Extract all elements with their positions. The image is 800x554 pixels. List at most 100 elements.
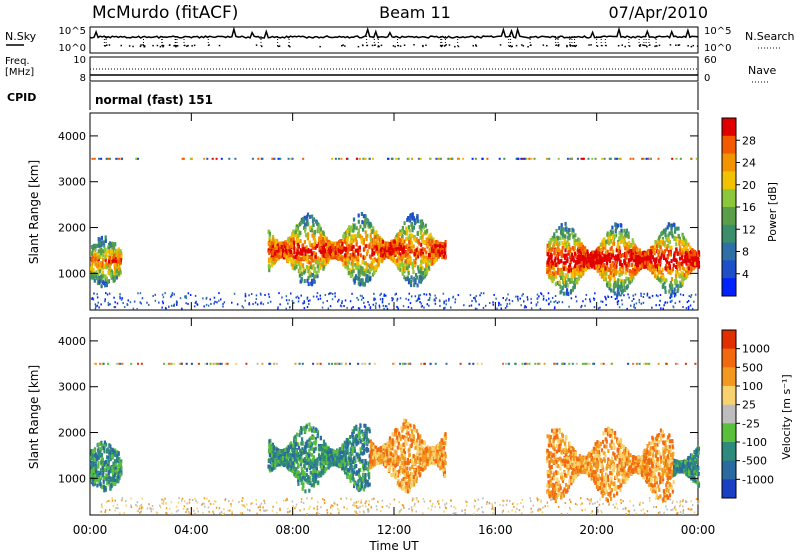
data-cell: [669, 280, 673, 285]
data-cell: [569, 255, 572, 260]
data-cell: [115, 272, 118, 277]
data-cell: [288, 245, 291, 250]
data-cell: [407, 298, 410, 301]
data-cell: [443, 307, 445, 310]
data-cell: [605, 282, 609, 287]
data-cell: [123, 306, 126, 308]
data-cell: [599, 242, 602, 247]
data-cell: [303, 222, 307, 227]
data-cell: [651, 306, 653, 309]
data-cell: [592, 253, 595, 258]
data-cell: [482, 306, 485, 309]
data-cell: [667, 233, 670, 238]
data-cell: [671, 234, 674, 239]
data-cell: [301, 252, 304, 256]
data-cell: [623, 240, 627, 245]
data-cell: [92, 275, 95, 280]
data-cell: [612, 236, 615, 241]
data-cell: [401, 228, 404, 233]
data-cell: [585, 253, 588, 258]
data-cell: [444, 306, 446, 309]
data-cell: [384, 305, 387, 308]
nsearch-point: [366, 44, 369, 47]
data-cell: [360, 212, 363, 216]
data-cell: [670, 259, 673, 263]
data-cell: [584, 252, 587, 256]
data-cell: [417, 157, 420, 160]
data-cell: [107, 259, 111, 264]
power-colorbar-label: Power [dB]: [766, 182, 779, 242]
data-cell: [338, 249, 341, 253]
data-cell: [401, 247, 404, 252]
data-cell: [90, 478, 93, 483]
data-cell: [380, 238, 383, 243]
data-cell: [364, 221, 367, 226]
data-cell: [176, 301, 178, 304]
data-cell: [100, 460, 103, 465]
data-cell: [565, 274, 568, 279]
data-cell: [619, 259, 622, 264]
data-cell: [424, 258, 427, 263]
data-cell: [297, 233, 300, 238]
data-cell: [696, 263, 699, 268]
data-cell: [90, 257, 93, 261]
data-cell: [306, 236, 309, 241]
data-cell: [423, 293, 425, 296]
data-cell: [301, 257, 304, 262]
nsearch-point: [454, 45, 456, 48]
data-cell: [444, 240, 447, 244]
data-cell: [428, 296, 431, 299]
data-cell: [606, 257, 609, 262]
data-cell: [658, 240, 661, 245]
data-cell: [668, 239, 671, 244]
data-cell: [95, 469, 98, 474]
data-cell: [291, 253, 294, 258]
data-cell: [430, 235, 433, 240]
data-cell: [90, 449, 93, 454]
data-cell: [139, 292, 142, 295]
data-cell: [100, 447, 103, 452]
data-cell: [299, 261, 302, 266]
data-cell: [620, 281, 623, 286]
data-cell: [573, 237, 576, 242]
data-cell: [297, 300, 300, 303]
data-cell: [687, 258, 690, 263]
data-cell: [396, 250, 400, 255]
data-cell: [432, 254, 435, 259]
data-cell: [108, 475, 111, 480]
data-cell: [631, 269, 634, 274]
data-cell: [352, 249, 355, 254]
data-cell: [373, 251, 376, 256]
data-cell: [297, 242, 300, 247]
data-cell: [500, 307, 502, 310]
data-cell: [583, 267, 586, 271]
data-cell: [109, 454, 112, 459]
data-cell: [635, 258, 638, 263]
data-cell: [480, 292, 482, 295]
data-cell: [312, 264, 315, 269]
data-cell: [341, 241, 344, 246]
data-cell: [443, 300, 445, 303]
data-cell: [554, 295, 557, 297]
data-cell: [380, 292, 382, 295]
data-cell: [181, 307, 183, 310]
data-cell: [566, 291, 570, 296]
data-cell: [423, 274, 427, 279]
data-cell: [331, 243, 334, 248]
data-cell: [625, 255, 628, 260]
data-cell: [368, 270, 371, 275]
data-cell: [469, 294, 472, 297]
data-cell: [610, 273, 613, 278]
data-cell: [564, 248, 567, 253]
data-cell: [675, 258, 678, 263]
data-cell: [185, 297, 188, 300]
data-cell: [673, 223, 676, 228]
data-cell: [116, 269, 119, 274]
data-cell: [680, 261, 683, 266]
data-cell: [346, 253, 349, 258]
nsearch-point: [601, 44, 603, 47]
data-cell: [428, 242, 431, 247]
data-cell: [639, 259, 642, 264]
data-cell: [306, 249, 309, 254]
data-cell: [631, 244, 635, 249]
